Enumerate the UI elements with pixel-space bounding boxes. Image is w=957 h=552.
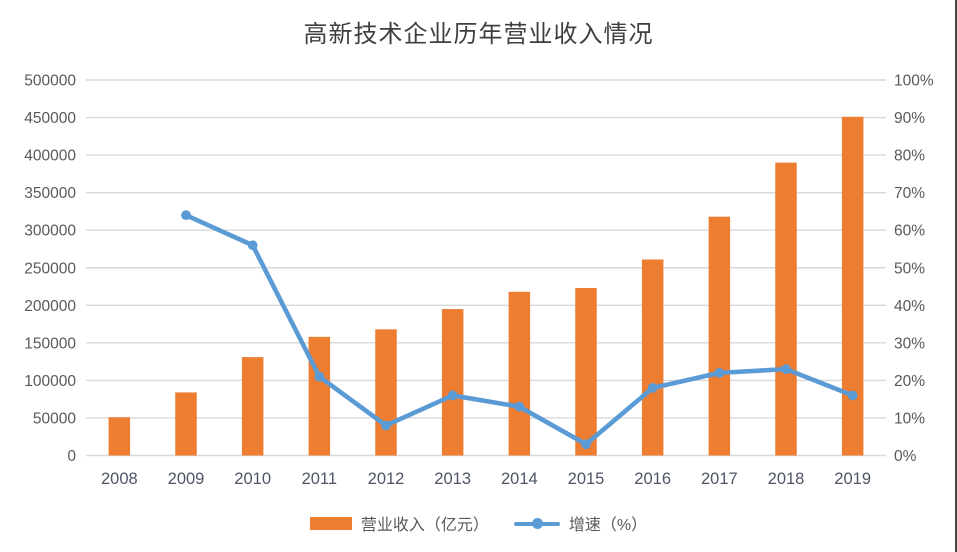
- bar-2014: [508, 291, 531, 456]
- chart-frame-right-border: [955, 0, 957, 552]
- bar-2008: [108, 417, 131, 456]
- y-left-tick-250000: 250000: [24, 260, 76, 277]
- y-right-tick-90%: 90%: [894, 110, 925, 127]
- growth-marker-2016: [647, 383, 658, 393]
- bar-2016: [641, 259, 664, 456]
- y-left-tick-350000: 350000: [24, 185, 76, 202]
- growth-marker-2017: [714, 367, 725, 378]
- y-left-tick-300000: 300000: [24, 223, 76, 240]
- legend-line-label: 增速（%）: [568, 517, 648, 534]
- x-tick-2017: 2017: [701, 470, 738, 488]
- bar-2013: [441, 309, 464, 456]
- y-left-tick-50000: 50000: [33, 410, 76, 427]
- bar-2012: [375, 329, 397, 456]
- x-tick-2011: 2011: [302, 470, 337, 488]
- x-tick-2014: 2014: [501, 470, 538, 488]
- y-left-tick-500000: 500000: [24, 73, 76, 90]
- y-left-tick-0: 0: [67, 448, 76, 465]
- y-right-tick-50%: 50%: [894, 260, 925, 277]
- legend: 营业收入（亿元） 增速（%）: [0, 511, 957, 535]
- chart-title: 高新技术企业历年营业收入情况: [303, 22, 654, 48]
- bar-2010: [241, 357, 264, 456]
- x-tick-2015: 2015: [568, 470, 605, 488]
- x-tick-2016: 2016: [634, 470, 671, 488]
- y-left-tick-400000: 400000: [24, 148, 76, 165]
- y-left-tick-450000: 450000: [24, 110, 76, 127]
- x-tick-2012: 2012: [368, 470, 405, 488]
- legend-bar-label: 营业收入（亿元）: [360, 517, 489, 534]
- growth-marker-2009: [181, 210, 191, 221]
- growth-marker-2014: [514, 401, 525, 412]
- bar-2018: [775, 162, 797, 456]
- x-tick-2019: 2019: [834, 470, 871, 488]
- bar-2019: [841, 116, 864, 456]
- x-tick-2010: 2010: [234, 470, 271, 488]
- growth-marker-2013: [447, 390, 458, 401]
- x-tick-2018: 2018: [768, 470, 805, 488]
- y-left-tick-150000: 150000: [24, 335, 76, 352]
- y-right-tick-10%: 10%: [894, 410, 925, 427]
- growth-marker-2015: [581, 439, 591, 450]
- legend-line-swatch: [513, 517, 560, 530]
- y-right-tick-0%: 0%: [894, 448, 917, 465]
- legend-bar-swatch: [309, 516, 352, 530]
- growth-marker-2018: [781, 364, 791, 375]
- y-left-tick-100000: 100000: [24, 373, 76, 390]
- growth-marker-2011: [314, 371, 325, 382]
- x-tick-2008: 2008: [101, 470, 138, 488]
- y-right-tick-70%: 70%: [894, 185, 925, 202]
- y-right-tick-100%: 100%: [894, 73, 934, 90]
- bar-2011: [308, 336, 331, 456]
- bar-2017: [708, 216, 731, 456]
- growth-marker-2019: [847, 390, 858, 401]
- x-tick-2009: 2009: [168, 470, 205, 488]
- growth-marker-2010: [247, 240, 258, 251]
- legend-line-marker: [531, 517, 543, 529]
- y-left-tick-200000: 200000: [24, 298, 76, 315]
- y-right-tick-40%: 40%: [894, 298, 925, 315]
- y-right-tick-60%: 60%: [894, 223, 925, 240]
- growth-marker-2012: [381, 420, 391, 431]
- x-tick-2013: 2013: [434, 470, 471, 488]
- bar-2015: [575, 288, 597, 456]
- y-right-tick-30%: 30%: [894, 335, 925, 352]
- y-right-tick-20%: 20%: [894, 373, 925, 390]
- y-right-tick-80%: 80%: [894, 148, 925, 165]
- bar-2009: [175, 392, 197, 456]
